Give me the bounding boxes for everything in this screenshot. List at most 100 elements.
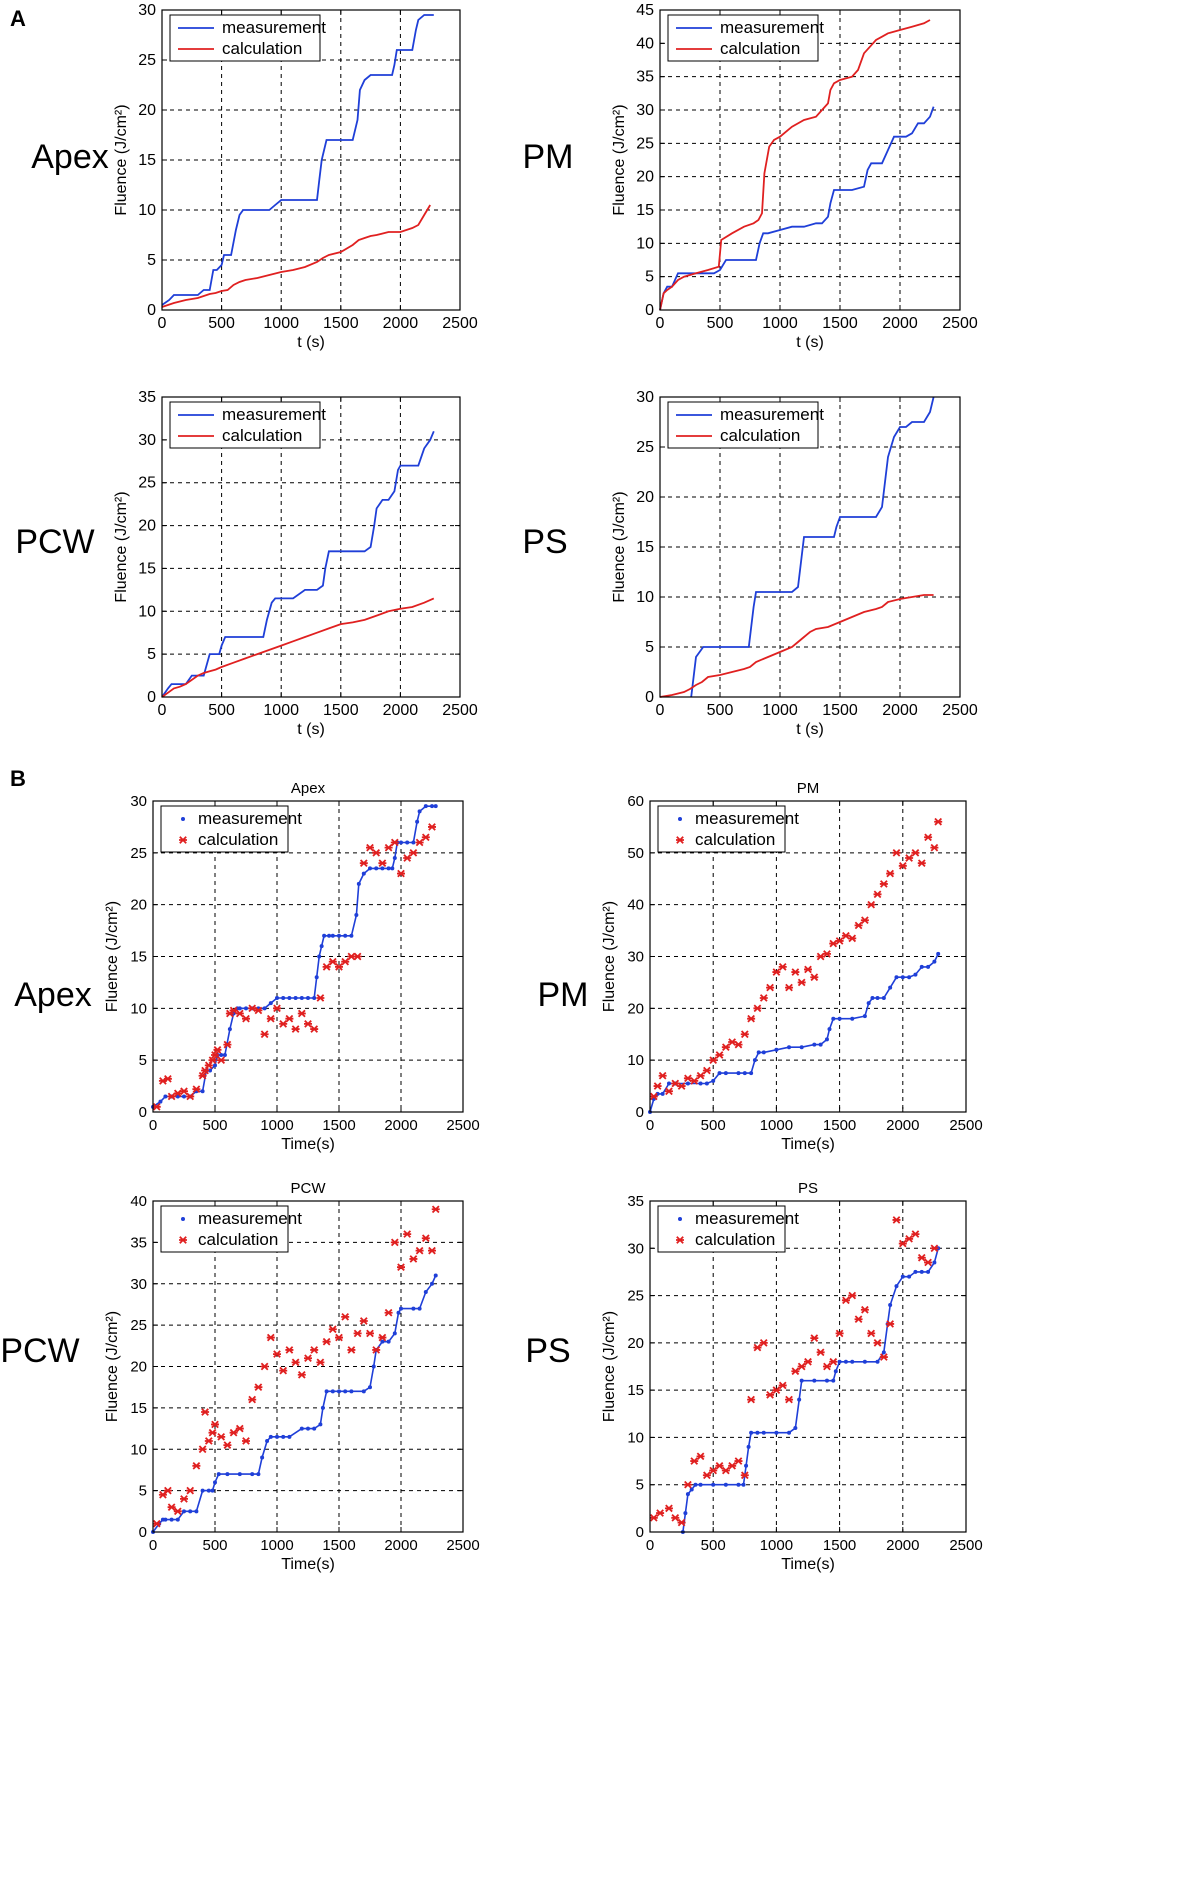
y-tick-label: 30 <box>627 1240 644 1257</box>
data-point <box>403 854 412 862</box>
data-point <box>685 1492 690 1497</box>
data-point <box>359 1317 368 1325</box>
region-label: PS <box>525 1332 570 1370</box>
x-tick-label: 2000 <box>383 315 419 332</box>
y-axis-label: Fluence (J/cm²) <box>601 901 618 1012</box>
data-point <box>702 1066 711 1075</box>
data-point <box>723 1482 728 1487</box>
y-tick-label: 20 <box>138 102 156 119</box>
data-point <box>421 833 430 842</box>
x-tick-label: 2500 <box>446 1537 479 1554</box>
data-point <box>860 1305 869 1314</box>
y-tick-label: 25 <box>130 1317 147 1334</box>
data-point <box>658 1071 667 1080</box>
data-point <box>390 838 399 847</box>
data-point <box>932 959 937 964</box>
region-label: PCW <box>15 523 94 561</box>
data-point <box>711 1482 716 1487</box>
x-tick-label: 1000 <box>260 1117 293 1134</box>
y-tick-label: 20 <box>130 897 147 914</box>
data-point <box>649 1092 658 1101</box>
data-point <box>229 1006 238 1015</box>
data-point <box>905 1234 914 1243</box>
data-point <box>194 1509 199 1514</box>
data-point <box>322 963 331 971</box>
y-tick-label: 25 <box>130 845 147 862</box>
series-line-measurement <box>690 396 935 698</box>
data-point <box>396 1310 401 1315</box>
x-tick-label: 1500 <box>823 1117 856 1134</box>
data-point <box>217 1433 226 1441</box>
data-point <box>200 1089 205 1094</box>
data-point <box>787 1045 792 1050</box>
data-point <box>359 859 368 868</box>
legend-swatch-calculation <box>676 836 684 844</box>
data-point <box>378 859 387 868</box>
data-point <box>850 1016 855 1021</box>
data-point <box>256 1472 261 1477</box>
x-axis-label: Time(s) <box>281 1556 335 1573</box>
data-point <box>273 1004 281 1013</box>
data-point <box>210 1488 215 1493</box>
x-tick-label: 0 <box>158 315 167 332</box>
data-point <box>320 1405 325 1410</box>
data-point <box>297 1370 306 1379</box>
data-point <box>335 963 343 971</box>
y-tick-label: 30 <box>138 2 156 19</box>
data-point <box>291 1358 300 1367</box>
data-point <box>774 1047 779 1052</box>
data-point <box>740 1471 749 1480</box>
data-point <box>180 1495 188 1503</box>
data-point <box>913 972 918 977</box>
legend-box <box>657 1205 786 1253</box>
data-point <box>200 1488 205 1493</box>
data-point <box>201 1408 210 1416</box>
y-tick-label: 5 <box>139 1052 147 1069</box>
data-point <box>343 933 348 938</box>
x-tick-label: 500 <box>202 1117 227 1134</box>
y-tick-label: 25 <box>636 135 654 152</box>
data-point <box>787 1430 792 1435</box>
data-point <box>747 1014 756 1023</box>
data-point <box>306 1426 310 1431</box>
x-tick-label: 500 <box>202 1537 227 1554</box>
x-tick-label: 500 <box>707 315 734 332</box>
data-point <box>837 1359 842 1364</box>
legend-box <box>667 401 819 449</box>
data-point <box>837 1016 842 1021</box>
data-point <box>254 1006 263 1015</box>
data-point <box>696 1071 705 1080</box>
data-point <box>219 1052 224 1057</box>
data-point <box>285 1346 294 1354</box>
data-point <box>312 995 317 1000</box>
data-point <box>415 1246 424 1255</box>
x-axis-label: t (s) <box>796 721 824 738</box>
data-point <box>281 995 286 1000</box>
legend-box <box>160 1205 289 1253</box>
data-point <box>237 1006 242 1011</box>
x-tick-label: 1500 <box>323 702 359 719</box>
chart-title: PM <box>797 780 820 797</box>
data-point <box>380 1339 385 1344</box>
x-tick-label: 2000 <box>886 1117 919 1134</box>
x-tick-label: 2500 <box>942 315 978 332</box>
y-tick-label: 20 <box>636 489 654 506</box>
data-point <box>213 1045 222 1054</box>
data-point <box>829 1357 838 1366</box>
legend: measurement calculation <box>160 1205 302 1253</box>
data-point <box>201 1066 210 1075</box>
data-point <box>208 1428 217 1437</box>
series-measurement <box>161 14 434 306</box>
y-tick-label: 15 <box>636 539 654 556</box>
data-point <box>392 856 397 861</box>
data-point <box>709 1056 718 1065</box>
legend: measurement calculation <box>657 1205 799 1253</box>
data-point <box>285 1014 294 1023</box>
data-point <box>892 848 901 857</box>
legend-swatch-calculation <box>676 1236 684 1244</box>
data-point <box>664 1504 673 1513</box>
data-point <box>158 1099 163 1104</box>
x-axis-label: Time(s) <box>781 1136 835 1153</box>
data-point <box>778 1381 787 1390</box>
